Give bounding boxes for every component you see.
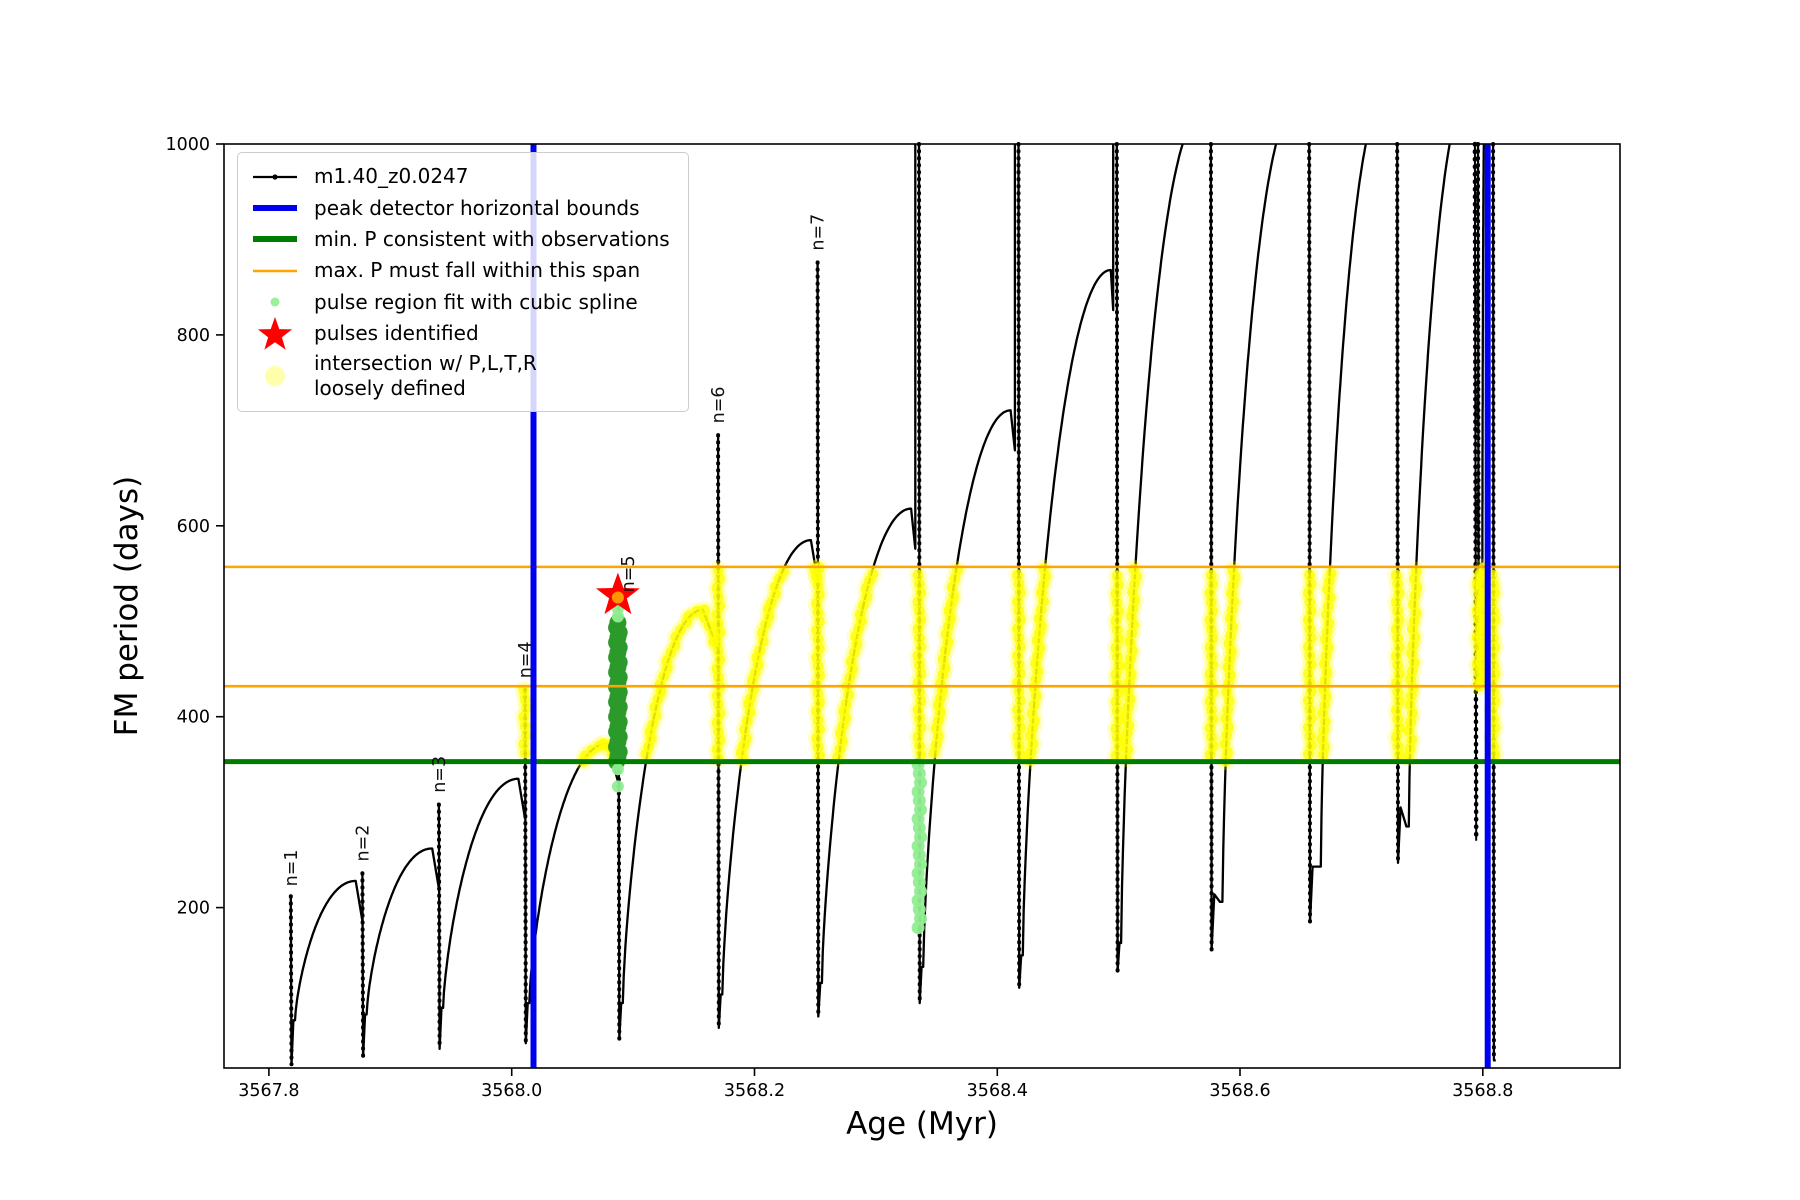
x-ticks: 3567.8 3568.0 3568.2 3568.4 3568.6 3568.… (238, 1068, 1513, 1101)
svg-text:3568.4: 3568.4 (967, 1081, 1028, 1101)
pulse-star-icon (246, 314, 304, 354)
spline-dot-icon (246, 295, 304, 309)
green-min-line-icon (246, 232, 304, 246)
legend-item-pulses: pulses identified (246, 316, 678, 350)
axes-frame (223, 143, 1621, 1069)
svg-text:n=4: n=4 (516, 641, 536, 678)
svg-text:200: 200 (177, 899, 210, 919)
legend-label: intersection w/ P,L,T,R loosely defined (314, 351, 537, 401)
legend-label: m1.40_z0.0247 (314, 164, 469, 189)
y-axis-label: FM period (days) (109, 475, 145, 737)
svg-text:3568.0: 3568.0 (481, 1081, 542, 1101)
legend-label: peak detector horizontal bounds (314, 195, 640, 220)
svg-text:400: 400 (177, 708, 210, 728)
svg-text:3568.6: 3568.6 (1209, 1081, 1270, 1101)
legend: m1.40_z0.0247 peak detector horizontal b… (237, 152, 689, 413)
pulse-labels: n=1 n=2 n=3 n=4 n=5 n=6 n=7 (282, 214, 829, 887)
pulse-star (596, 572, 640, 615)
svg-text:3567.8: 3567.8 (238, 1081, 299, 1101)
svg-text:600: 600 (177, 517, 210, 537)
blue-bound-line-icon (246, 201, 304, 215)
legend-item-max-p: max. P must fall within this span (246, 255, 678, 286)
svg-text:n=5: n=5 (619, 556, 639, 593)
legend-label: pulses identified (314, 321, 479, 346)
svg-text:1000: 1000 (165, 135, 210, 155)
legend-item-peak-bounds: peak detector horizontal bounds (246, 192, 678, 223)
svg-text:n=7: n=7 (809, 214, 829, 251)
pulse-fit-green-bar (608, 614, 628, 771)
svg-text:n=6: n=6 (709, 387, 729, 424)
legend-item-min-p: min. P consistent with observations (246, 224, 678, 255)
svg-text:n=3: n=3 (430, 756, 450, 793)
svg-text:n=2: n=2 (353, 825, 373, 862)
legend-label: pulse region fit with cubic spline (314, 289, 638, 314)
legend-item-spline: pulse region fit with cubic spline (246, 287, 678, 318)
intersection-dots (518, 562, 1501, 767)
svg-text:3568.2: 3568.2 (724, 1081, 785, 1101)
x-axis-label: Age (Myr) (846, 1106, 998, 1142)
legend-item-intersection: intersection w/ P,L,T,R loosely defined (246, 349, 678, 403)
legend-label: max. P must fall within this span (314, 258, 641, 283)
spline-dots (611, 602, 927, 935)
intersection-dot-icon (246, 362, 304, 390)
y-ticks: 200 400 600 800 1000 (165, 135, 224, 919)
series-line-icon (246, 170, 304, 184)
legend-label: min. P consistent with observations (314, 226, 670, 251)
orange-span-line-icon (246, 264, 304, 278)
legend-item-series: m1.40_z0.0247 (246, 161, 678, 192)
svg-text:3568.8: 3568.8 (1452, 1081, 1513, 1101)
svg-text:800: 800 (177, 326, 210, 346)
svg-text:n=1: n=1 (282, 850, 302, 887)
